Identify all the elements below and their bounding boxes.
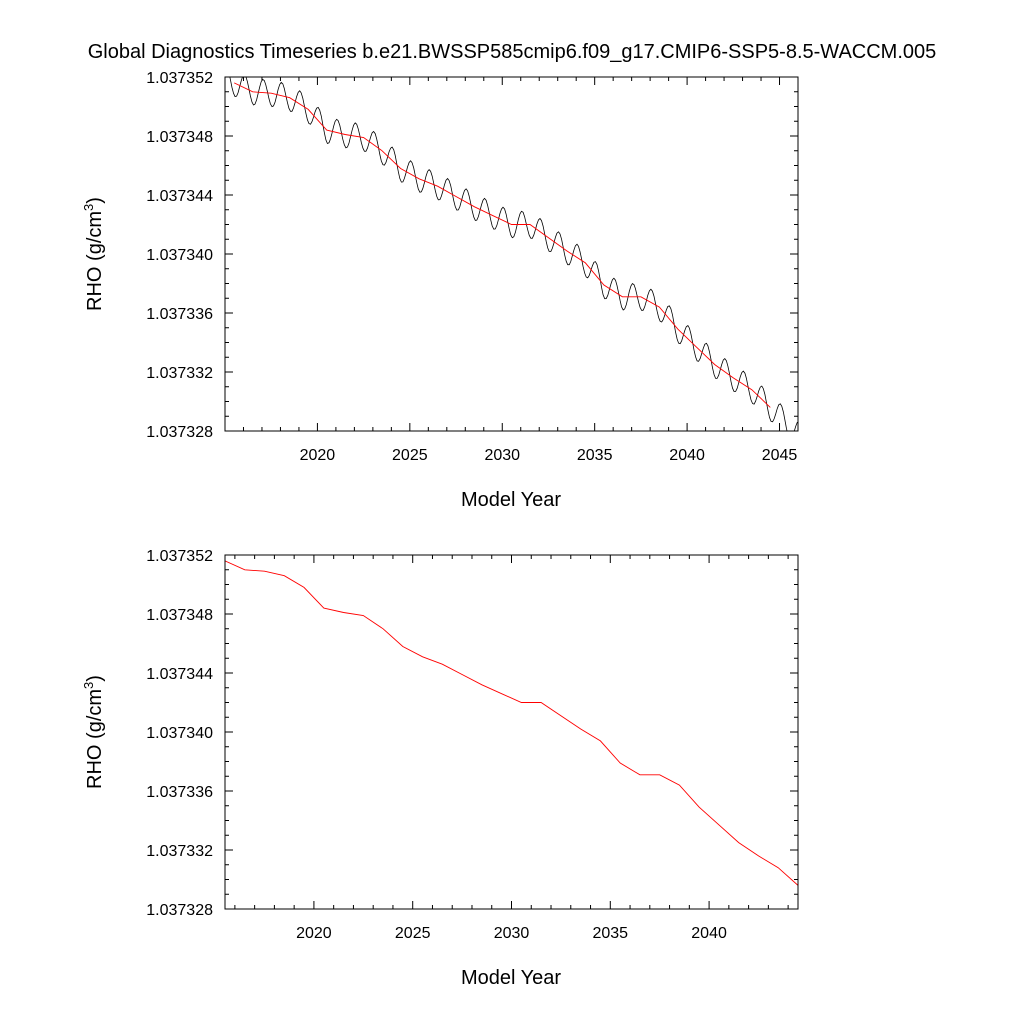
bottom-x-tick-label: 2040 bbox=[691, 925, 727, 942]
bottom-axis-ticks: 2020 2025 2030 2035 2040 1.037328 1.037332 1.03… bbox=[146, 548, 798, 942]
top-x-tick-label: 2025 bbox=[392, 447, 428, 464]
top-y-tick-label: 1.037332 bbox=[146, 365, 213, 382]
top-y-tick-label: 1.037352 bbox=[146, 70, 213, 87]
bottom-y-axis-title: RHO (g/cm3) bbox=[81, 675, 106, 789]
top-x-tick-label: 2020 bbox=[300, 447, 336, 464]
bottom-x-axis-title: Model Year bbox=[461, 967, 561, 989]
top-series-monthly bbox=[229, 77, 798, 431]
top-x-tick-label: 2030 bbox=[484, 447, 520, 464]
bottom-y-tick-label: 1.037348 bbox=[146, 607, 213, 624]
bottom-y-tick-label: 1.037352 bbox=[146, 548, 213, 565]
bottom-plot-frame bbox=[224, 554, 799, 910]
top-y-axis-title: RHO (g/cm3) bbox=[81, 197, 106, 311]
bottom-x-tick-label: 2035 bbox=[592, 925, 628, 942]
top-x-tick-label: 2045 bbox=[762, 447, 798, 464]
figure-title: Global Diagnostics Timeseries b.e21.BWSS… bbox=[88, 41, 937, 63]
top-plot-area bbox=[229, 77, 798, 431]
bottom-y-tick-label: 1.037340 bbox=[146, 725, 213, 742]
bottom-y-tick-label: 1.037344 bbox=[146, 666, 213, 683]
top-series-annual bbox=[234, 82, 771, 408]
bottom-x-tick-label: 2025 bbox=[395, 925, 431, 942]
top-panel: 2020 2025 2030 2035 2040 2045 1.037328 1.037332… bbox=[81, 70, 799, 511]
bottom-y-tick-label: 1.037328 bbox=[146, 902, 213, 919]
top-axis-ticks: 2020 2025 2030 2035 2040 2045 1.037328 1.037332… bbox=[146, 70, 799, 464]
bottom-x-tick-label: 2030 bbox=[494, 925, 530, 942]
top-x-tick-label: 2035 bbox=[577, 447, 613, 464]
bottom-y-tick-label: 1.037336 bbox=[146, 784, 213, 801]
top-y-tick-label: 1.037344 bbox=[146, 188, 213, 205]
bottom-x-tick-label: 2020 bbox=[296, 925, 332, 942]
top-y-tick-label: 1.037336 bbox=[146, 306, 213, 323]
bottom-series-annual bbox=[225, 560, 798, 886]
top-plot-frame bbox=[224, 76, 799, 432]
top-x-tick-label: 2040 bbox=[669, 447, 705, 464]
top-y-tick-label: 1.037340 bbox=[146, 247, 213, 264]
top-y-tick-label: 1.037328 bbox=[146, 424, 213, 441]
bottom-y-tick-label: 1.037332 bbox=[146, 843, 213, 860]
bottom-panel: 2020 2025 2030 2035 2040 1.037328 1.037332 1.03… bbox=[81, 548, 799, 989]
bottom-plot-area bbox=[225, 560, 798, 886]
top-y-tick-label: 1.037348 bbox=[146, 129, 213, 146]
top-x-axis-title: Model Year bbox=[461, 489, 561, 511]
